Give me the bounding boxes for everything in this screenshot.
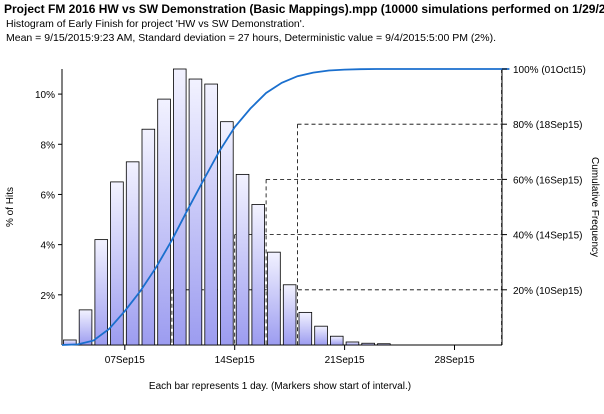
histogram-bar [345,341,360,346]
histogram-bar [282,284,297,346]
cumulative-frequency-curve [61,68,510,346]
histogram-bar [94,239,109,346]
y-tick-label: 4% [41,241,56,252]
histogram-bar [188,78,203,346]
x-tick-label: 14Sep15 [215,355,255,366]
percentile-label: 20% (10Sep15) [513,286,583,297]
y2-axis-label: Cumulative Frequency [589,157,600,257]
histogram-bar [314,325,328,346]
histogram-bar [220,121,234,346]
histogram-bar [298,311,313,346]
x-tick-label: 21Sep15 [325,355,365,366]
histogram-bar [235,173,250,346]
histogram-bar [110,181,124,346]
percentile-label: 100% (01Oct15) [513,65,586,76]
histogram-bar [141,128,156,346]
y-axis-label: % of Hits [5,187,16,227]
y-tick-label: 2% [41,291,56,302]
histogram-bar [329,335,344,346]
chart-statistics: Mean = 9/15/2015:9:23 AM, Standard devia… [6,32,497,44]
y-tick-label: 10% [35,90,55,101]
x-tick-label: 28Sep15 [434,355,474,366]
chart-title: Project FM 2016 HW vs SW Demonstration (… [4,2,604,16]
histogram-bar [267,251,281,346]
y-tick-label: 6% [41,190,56,201]
histogram-bar [361,342,375,346]
x-axis-label: Each bar represents 1 day. (Markers show… [149,381,411,392]
histogram-bar [377,343,391,346]
histogram-bar [157,98,171,346]
histogram-bar [78,309,93,346]
y-tick-label: 8% [41,140,56,151]
percentile-label: 80% (18Sep15) [513,120,583,131]
percentile-label: 40% (14Sep15) [513,231,583,242]
histogram-bar [125,161,140,346]
histogram-bar [251,204,265,346]
x-tick-label: 07Sep15 [105,355,145,366]
percentile-label: 60% (16Sep15) [513,175,583,186]
histogram-bar [204,83,218,346]
chart-subtitle: Histogram of Early Finish for project 'H… [6,18,305,30]
histogram-bar [172,68,187,346]
